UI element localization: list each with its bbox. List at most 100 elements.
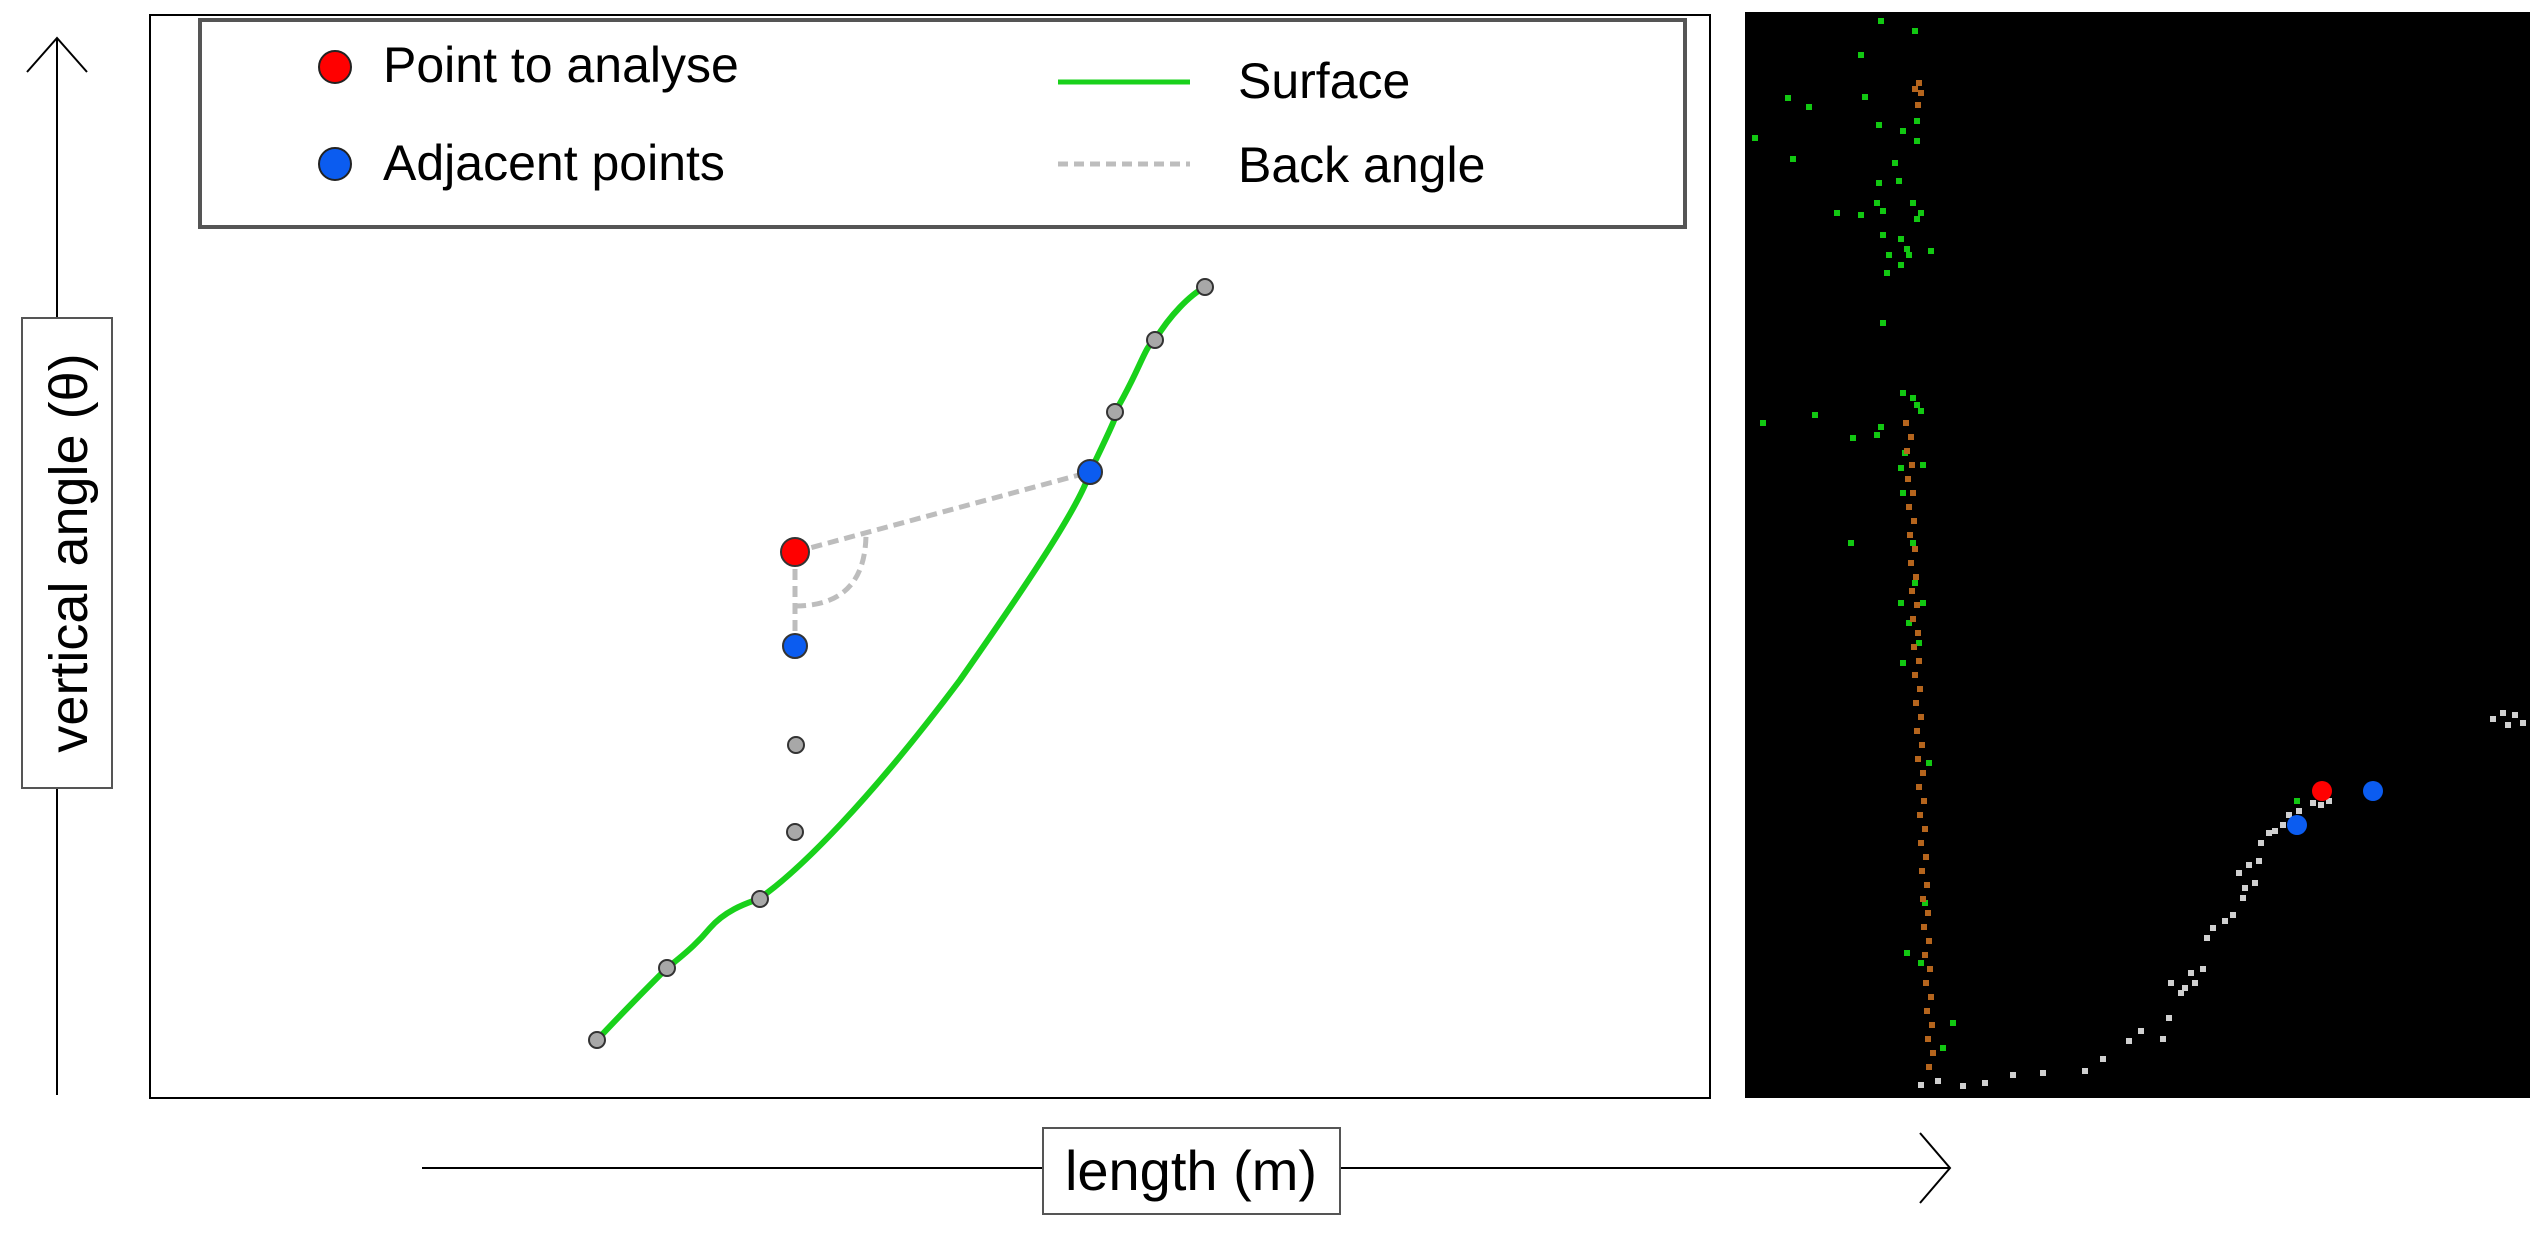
scan-background: [1745, 12, 2530, 1098]
scan-point: [2236, 870, 2242, 876]
scan-point: [2512, 712, 2518, 718]
scan-point: [2200, 966, 2206, 972]
scan-point: [1918, 1082, 1924, 1088]
scan-vegetation-points: [1752, 18, 2300, 1051]
scan-point: [1914, 216, 1920, 222]
back-angle-arc: [794, 534, 869, 609]
adjacent-point-lower: [782, 633, 808, 659]
surface-point: [786, 823, 804, 841]
scan-point: [1912, 28, 1918, 34]
scan-point: [1982, 1080, 1988, 1086]
scan-point: [2138, 1028, 2144, 1034]
scan-point: [1908, 560, 1914, 566]
surface-point: [1106, 403, 1124, 421]
scan-point: [2520, 720, 2526, 726]
legend: Point to analyse Adjacent points Surface…: [198, 18, 1687, 229]
surface-points: [588, 278, 1214, 1049]
scan-point: [1920, 896, 1926, 902]
scan-point: [1892, 160, 1898, 166]
scan-point: [1912, 672, 1918, 678]
scan-point: [1926, 938, 1932, 944]
scan-point: [2204, 935, 2210, 941]
scan-point: [1922, 826, 1928, 832]
scan-point: [2126, 1038, 2132, 1044]
scan-point: [1913, 574, 1919, 580]
scan-point: [1752, 135, 1758, 141]
x-axis-arrowhead: [1919, 1132, 1952, 1204]
scan-point: [1806, 104, 1812, 110]
scan-point: [2210, 925, 2216, 931]
scan-point: [1923, 980, 1929, 986]
scan-point: [1874, 200, 1880, 206]
scan-point: [2258, 840, 2264, 846]
scan-point: [1812, 412, 1818, 418]
scan-point: [1926, 1064, 1932, 1070]
scan-point: [1917, 686, 1923, 692]
scan-point: [1924, 882, 1930, 888]
scan-point: [1914, 728, 1920, 734]
scan-point: [1886, 252, 1892, 258]
scan-point: [1914, 118, 1920, 124]
scan-point: [1898, 465, 1904, 471]
scan-point: [2242, 885, 2248, 891]
scan-point: [1921, 798, 1927, 804]
surface-point: [1196, 278, 1214, 296]
scan-point: [2192, 980, 2198, 986]
scan-trunk-points: [1903, 80, 1936, 1070]
surface-curve: [594, 284, 1207, 1043]
scan-point: [1905, 476, 1911, 482]
scan-point: [2318, 802, 2324, 808]
scan-point: [2040, 1070, 2046, 1076]
legend-back-angle-label: Back angle: [1238, 137, 1485, 193]
scan-point: [2246, 862, 2252, 868]
scan-point: [1880, 208, 1886, 214]
y-axis: vertical angle (θ): [21, 36, 113, 1095]
scan-point: [1927, 966, 1933, 972]
scan-point: [2168, 980, 2174, 986]
surface-point: [1146, 331, 1164, 349]
scan-point: [1848, 540, 1854, 546]
scan-point: [1920, 462, 1926, 468]
surface-point: [658, 959, 676, 977]
scan-point: [1926, 760, 1932, 766]
scan-point: [1918, 840, 1924, 846]
scan-point: [2182, 985, 2188, 991]
scan-point: [1900, 128, 1906, 134]
surface-point: [751, 890, 769, 908]
scan-point: [1922, 952, 1928, 958]
scan-point: [1914, 602, 1920, 608]
scan-point: [1880, 232, 1886, 238]
scan-point: [2286, 812, 2292, 818]
scan-point: [1913, 700, 1919, 706]
scan-point: [2222, 918, 2228, 924]
scan-point: [1760, 420, 1766, 426]
scan-point: [1928, 994, 1934, 1000]
scan-point: [1909, 462, 1915, 468]
scan-point: [1834, 210, 1840, 216]
scan-point: [1880, 320, 1886, 326]
scan-point: [1858, 212, 1864, 218]
scan-point: [1918, 960, 1924, 966]
scan-point: [1906, 504, 1912, 510]
scan-point: [2160, 1036, 2166, 1042]
scan-point: [1925, 1036, 1931, 1042]
scan-point: [1850, 435, 1856, 441]
scan-point-to-analyse: [2312, 781, 2332, 801]
scan-ground-points: [1918, 710, 2526, 1089]
scan-point: [1906, 620, 1912, 626]
scan-point: [2240, 895, 2246, 901]
legend-box: [198, 18, 1687, 229]
x-axis-label-box: [1042, 1127, 1341, 1215]
surface-point: [588, 1031, 606, 1049]
scan-point: [2230, 912, 2236, 918]
scan-point: [1910, 395, 1916, 401]
scan-point: [2280, 822, 2286, 828]
scan-point: [1917, 812, 1923, 818]
scan-point: [2296, 808, 2302, 814]
scan-point: [1906, 252, 1912, 258]
scan-point: [1900, 660, 1906, 666]
scan-point: [1920, 600, 1926, 606]
scan-point: [1910, 200, 1916, 206]
scan-point: [1785, 95, 1791, 101]
scan-point: [1904, 246, 1910, 252]
